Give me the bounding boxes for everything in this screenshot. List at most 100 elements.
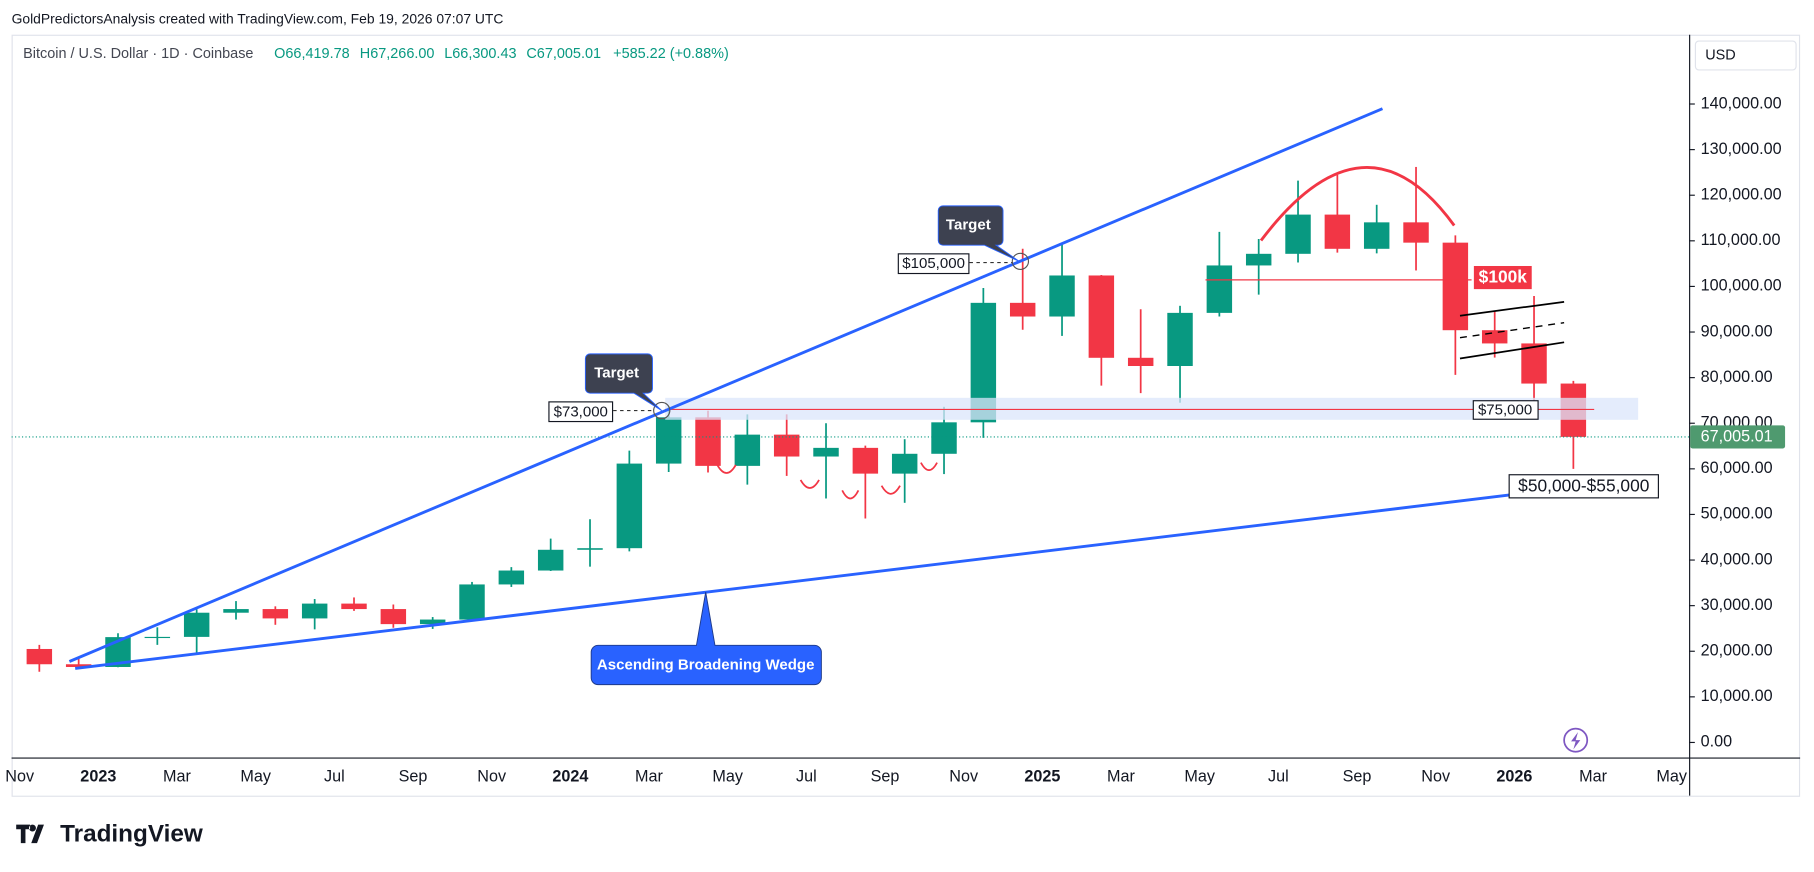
candle-body	[1206, 265, 1233, 313]
y-tick-label: 110,000.00	[1701, 231, 1781, 249]
candle-body	[813, 447, 839, 457]
level-box	[548, 401, 614, 423]
callout-label: Target	[946, 216, 991, 233]
level-label: $100k	[1479, 267, 1528, 287]
callout	[937, 205, 1020, 262]
channel-mid	[1459, 321, 1565, 339]
rounded-top	[1259, 166, 1456, 242]
currency-box[interactable]	[1694, 40, 1797, 71]
candle-body	[695, 417, 721, 466]
target-marker	[653, 401, 671, 420]
frame	[11, 34, 1801, 797]
channel	[1459, 341, 1565, 360]
icon	[1571, 732, 1581, 750]
level-label: $105,000	[902, 255, 965, 272]
candle-body	[655, 417, 682, 464]
y-tick-label: 130,000.00	[1701, 140, 1782, 158]
y-tick-label: 140,000.00	[1701, 94, 1782, 112]
candle-body	[1403, 222, 1429, 243]
logo-mark	[16, 824, 44, 844]
x-tick-label: 2025	[1024, 767, 1060, 785]
y-tick-label: 10,000.00	[1701, 687, 1773, 705]
x-tick-label: 2024	[552, 767, 588, 785]
x-tick-label: Nov	[5, 767, 35, 785]
candle-body	[1167, 312, 1193, 367]
candle-body	[1285, 214, 1311, 254]
x-tick-label: Mar	[1107, 767, 1135, 785]
candle-body	[419, 619, 446, 625]
x-tick-label: Sep	[1343, 767, 1372, 785]
candle-body	[931, 422, 957, 454]
x-tick-label: Mar	[1579, 767, 1607, 785]
y-tick-label: 40,000.00	[1701, 550, 1773, 568]
symbol: Bitcoin / U.S. Dollar · 1D · Coinbase	[23, 46, 253, 62]
candle-body	[734, 434, 761, 466]
attribution: GoldPredictorsAnalysis created with Trad…	[12, 10, 504, 26]
candle-body	[1088, 275, 1115, 358]
candle-body	[1009, 302, 1036, 317]
candle-body	[773, 434, 800, 457]
x-tick-label: May	[1184, 767, 1215, 785]
candle-body	[1363, 222, 1390, 249]
candle-body	[498, 570, 525, 585]
y-tick-label: 90,000.00	[1701, 322, 1773, 340]
target-marker	[1011, 252, 1030, 271]
axes: 0.00 10,000.00 20,000.00 30,000.00 40,000.00…	[5, 94, 1786, 785]
ohlc-open: O66,419.78	[274, 46, 349, 62]
y-tick-label: 20,000.00	[1701, 642, 1773, 660]
level-box	[1473, 265, 1532, 290]
last-price-label: 67,005.01	[1701, 428, 1773, 446]
y-tick-label: 100,000.00	[1701, 277, 1782, 295]
ohlc-low: L66,300.43	[444, 46, 516, 62]
x-tick-label: Nov	[949, 767, 979, 785]
x-tick-label: May	[712, 767, 743, 785]
x-tick-label: Jul	[796, 767, 817, 785]
target-zone-label: $50,000-$55,000	[1518, 475, 1649, 495]
level-label: $73,000	[554, 403, 608, 420]
x-tick-label: Mar	[635, 767, 663, 785]
x-tick-label: May	[1656, 767, 1687, 785]
candle-body	[852, 447, 879, 474]
x-tick-label: Nov	[477, 767, 507, 785]
pattern-label: Ascending Broadening Wedge	[597, 657, 815, 674]
x-tick-label: Nov	[1421, 767, 1451, 785]
candle-body	[459, 584, 485, 620]
candle-body	[223, 609, 249, 613]
channel	[1459, 300, 1565, 317]
level-label: $75,000	[1478, 402, 1532, 419]
x-tick-label: 2023	[80, 767, 116, 785]
candle-body	[1442, 242, 1469, 331]
icon[interactable]	[1563, 727, 1589, 753]
y-tick-label: 0.00	[1701, 733, 1733, 751]
candle-body	[183, 612, 210, 637]
logo: TradingView	[60, 820, 203, 847]
target-zone-box	[1508, 474, 1659, 499]
ohlc-high: H67,266.00	[360, 46, 435, 62]
candle-body	[1049, 275, 1075, 317]
x-tick-label: Sep	[399, 767, 428, 785]
level-box	[897, 253, 970, 275]
candle-body	[380, 609, 407, 625]
candle-body	[891, 453, 918, 474]
candle-body	[341, 603, 367, 610]
y-tick-label: 50,000.00	[1701, 505, 1773, 523]
candle-body	[301, 603, 328, 619]
candle-body	[1127, 357, 1154, 367]
currency: USD	[1705, 47, 1735, 63]
ohlc-change: +585.22 (+0.88%)	[613, 46, 729, 62]
bottoms	[716, 462, 938, 500]
x-tick-label: 2026	[1496, 767, 1532, 785]
x-tick-label: Jul	[324, 767, 345, 785]
x-tick-label: Mar	[163, 767, 191, 785]
candle-body	[577, 548, 603, 550]
candle-body	[1324, 214, 1351, 249]
candle-body	[1521, 343, 1547, 384]
pattern-callout	[590, 592, 822, 686]
candle-body	[144, 636, 171, 639]
last-price-box	[1690, 425, 1786, 449]
candle-body	[1481, 330, 1508, 344]
level-box	[1472, 400, 1539, 420]
wedge-upper	[68, 107, 1384, 663]
x-tick-label: Sep	[871, 767, 900, 785]
callout-label: Target	[594, 365, 639, 382]
